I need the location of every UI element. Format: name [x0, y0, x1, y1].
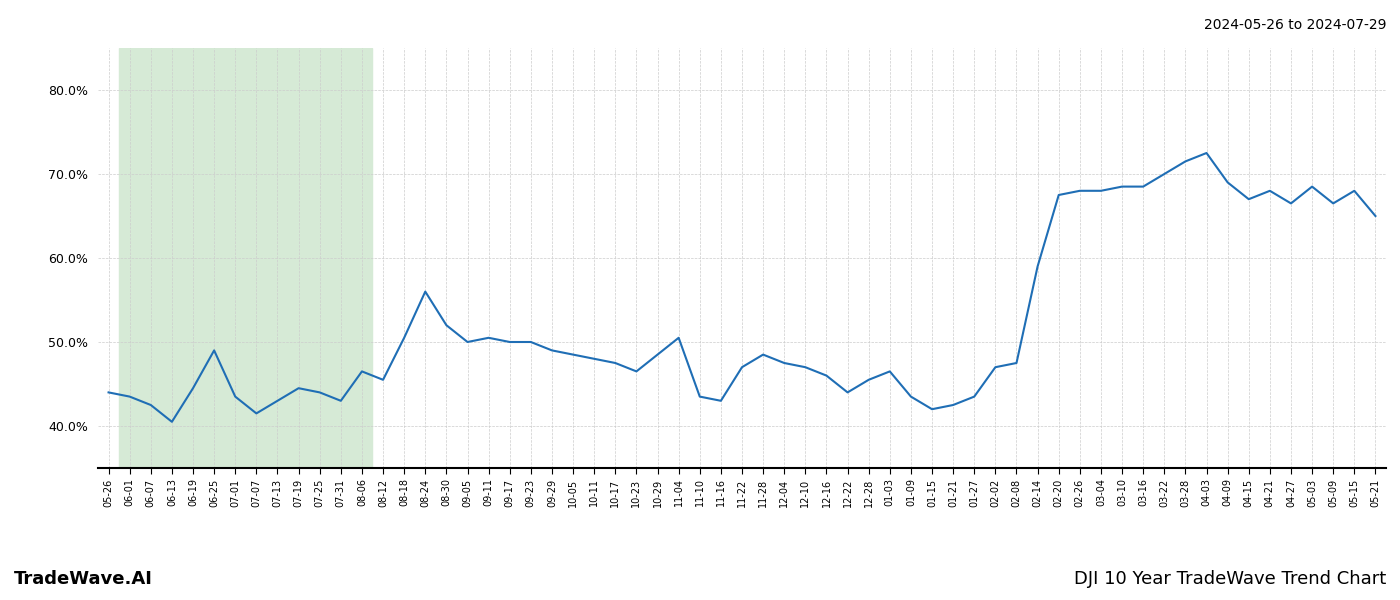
- Bar: [119, 48, 372, 468]
- Text: 2024-05-26 to 2024-07-29: 2024-05-26 to 2024-07-29: [1204, 18, 1386, 32]
- Text: DJI 10 Year TradeWave Trend Chart: DJI 10 Year TradeWave Trend Chart: [1074, 570, 1386, 588]
- Text: TradeWave.AI: TradeWave.AI: [14, 570, 153, 588]
